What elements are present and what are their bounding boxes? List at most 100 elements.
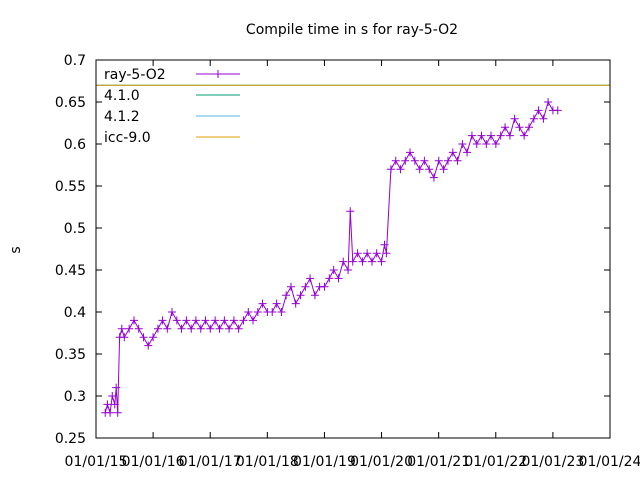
data-point [158,316,167,325]
data-point [334,274,343,283]
legend-marker [214,70,222,78]
data-point [448,148,457,157]
x-tick-label: 01/01/18 [236,454,299,470]
data-point [377,257,386,266]
data-point [487,131,495,140]
data-point [253,308,262,316]
data-point [348,257,357,266]
data-point [510,114,519,123]
data-point [505,131,514,140]
y-tick-label: 0.45 [55,263,86,279]
y-tick-label: 0.55 [55,179,86,195]
data-point [467,131,476,140]
data-point [103,400,112,409]
data-point [139,333,148,342]
x-tick-label: 01/01/24 [579,454,640,470]
data-point [325,274,334,283]
y-tick-label: 0.7 [64,53,86,69]
data-point [529,114,538,123]
data-point [363,249,372,258]
data-point [410,156,419,165]
data-point [401,156,410,165]
y-axis-label: s [8,246,24,253]
data-point [346,207,355,216]
data-point [191,316,200,325]
data-point [524,123,533,132]
axis-ticks [95,59,611,439]
y-tick-label: 0.3 [64,389,86,405]
data-point [163,324,172,333]
data-point [244,308,253,316]
data-point [239,316,248,325]
data-point [272,299,281,308]
data-point [134,324,143,333]
data-point [539,114,548,123]
data-point [286,282,295,291]
data-point [380,240,389,249]
y-tick-label: 0.25 [55,431,86,447]
x-tick-label: 01/01/16 [122,454,185,470]
legend-label: icc-9.0 [104,130,151,146]
data-point [420,156,429,165]
data-point [117,324,126,333]
x-tick-label: 01/01/15 [65,454,128,470]
data-point [106,408,115,417]
y-tick-label: 0.4 [64,305,86,321]
data-point [544,98,553,106]
y-tick-label: 0.35 [55,347,86,363]
data-point [520,131,529,140]
x-tick-label: 01/01/19 [293,454,356,470]
data-point [113,408,122,417]
x-tick-label: 01/01/17 [179,454,242,470]
data-point [112,383,121,392]
data-point [153,324,162,333]
data-point [172,316,181,325]
data-point [429,173,438,182]
data-point [196,324,205,333]
data-point [220,316,229,325]
plot-frame [95,59,611,439]
data-point [339,257,348,266]
data-point [415,165,424,174]
y-tick-label: 0.65 [55,95,86,111]
data-point [372,249,381,258]
data-point [434,156,443,165]
data-point [501,123,510,132]
x-tick-label: 01/01/20 [350,454,413,470]
data-point [129,316,138,325]
y-tick-label: 0.6 [64,137,86,153]
data-point [405,148,414,157]
data-point [367,257,376,266]
data-point [268,308,277,316]
plot-series [96,84,610,417]
data-point [496,131,505,140]
data-point [215,324,224,333]
data-point [425,165,434,174]
data-point [320,282,329,291]
y-tick-label: 0.5 [64,221,86,237]
data-point [206,324,215,333]
data-point [108,392,117,400]
data-point [553,106,562,115]
data-point [439,165,448,174]
data-point [482,140,491,148]
legend: ray-5-O2 4.1.0 4.1.2 icc-9.0 [104,67,240,146]
data-point [182,316,191,325]
chart-title: Compile time in s for ray-5-O2 [246,22,458,38]
data-point [353,249,362,258]
data-point [396,165,405,174]
data-point [344,266,353,274]
data-point [201,316,210,325]
data-point [167,308,176,316]
data-point [534,106,543,115]
data-point [248,316,257,325]
x-tick-labels: 01/01/1501/01/1601/01/1701/01/1801/01/19… [65,454,640,470]
data-point [229,316,238,325]
data-point [472,140,481,148]
data-point [301,282,310,291]
data-point [291,299,300,308]
data-point [144,341,153,350]
data-point [120,333,129,342]
data-point [306,274,315,283]
